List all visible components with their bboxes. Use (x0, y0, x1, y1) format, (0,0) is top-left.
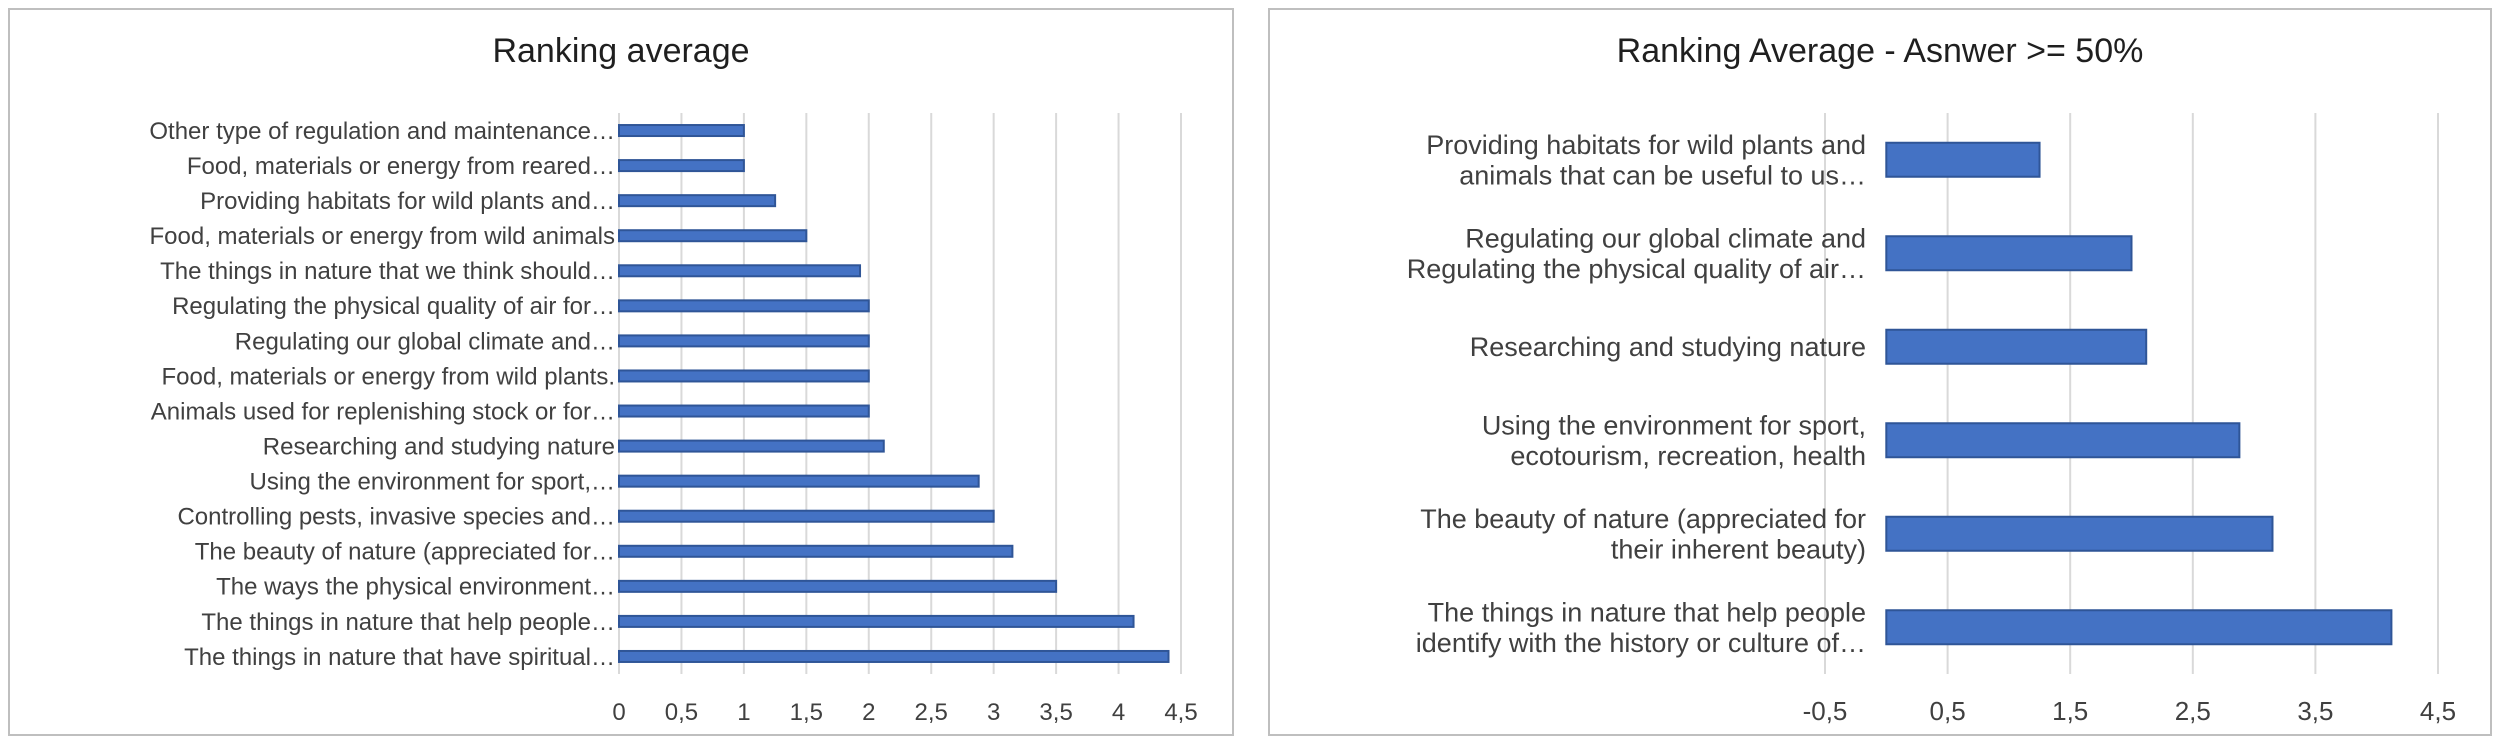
bar (1885, 515, 2274, 552)
x-tick-label: 2,5 (915, 699, 948, 726)
category-label: Animals used for replenishing stock or f… (151, 398, 615, 425)
left-chart-svg: 0 0,5 1 1,5 2 2,5 3 3,5 4 4,5 Other type of regula… (149, 113, 1198, 726)
bar (1885, 609, 2393, 646)
bar (618, 194, 777, 208)
category-label: Using the environment for sport,… (250, 469, 616, 496)
category-label-line: Animals used for replenishing stock or f… (151, 398, 615, 425)
category-label-line: Researching and studying nature (1470, 332, 1866, 362)
category-label: The ways the physical environment… (216, 574, 615, 601)
category-label: Food, materials or energy from reared… (187, 153, 615, 180)
x-tick-label: 4,5 (2420, 696, 2456, 726)
category-label-line: The things in nature that help people… (201, 609, 615, 636)
x-tick-label: 1,5 (790, 699, 823, 726)
x-tick-label: 3,5 (1039, 699, 1072, 726)
category-label: Other type of regulation and maintenance… (149, 118, 615, 145)
bar (618, 264, 862, 278)
category-label: Researching and studying nature (1470, 332, 1866, 362)
x-tick-label: 2,5 (2175, 696, 2211, 726)
category-label: Using the environment for sport, ecotouri… (1482, 411, 1866, 471)
category-label: The beauty of nature (appreciated for… (195, 539, 615, 566)
category-label-line: Regulating our global climate and… (235, 328, 615, 355)
category-label-line: The beauty of nature (appreciated for… (195, 539, 615, 566)
bar (618, 229, 808, 243)
bar (618, 124, 745, 138)
category-label-line: Providing habitats for wild plants and… (200, 188, 615, 215)
category-label: Providing habitats for wild plants and an… (1426, 130, 1866, 190)
category-label: Researching and studying nature (263, 433, 615, 460)
x-tick-label: 4 (1112, 699, 1125, 726)
category-label-line: their inherent beauty) (1611, 534, 1866, 564)
category-label-line: The things in nature that we think shoul… (160, 258, 615, 285)
category-label-line: Regulating the physical quality of air f… (172, 293, 615, 320)
right-chart-title: Ranking Average - Asnwer >= 50% (1616, 32, 2144, 70)
bar (618, 474, 980, 488)
bar (618, 579, 1058, 593)
x-tick-label: 0,5 (1930, 696, 1966, 726)
left-chart-title: Ranking average (492, 32, 750, 70)
category-label: Regulating the physical quality of air f… (172, 293, 615, 320)
category-label-line: The ways the physical environment… (216, 574, 615, 601)
bar (1885, 141, 2041, 178)
x-tick-label: -0,5 (1803, 696, 1848, 726)
x-tick-label: 3,5 (2297, 696, 2333, 726)
category-label: The things in nature that have spiritual… (184, 644, 615, 671)
bar (1885, 422, 2241, 459)
bar (618, 299, 870, 313)
category-label-line: The things in nature that have spiritual… (184, 644, 615, 671)
category-label-line: Food, materials or energy from reared… (187, 153, 615, 180)
x-tick-label: 0,5 (665, 699, 698, 726)
bar (618, 649, 1170, 663)
x-tick-label: 3 (987, 699, 1000, 726)
bar (618, 614, 1135, 628)
bar (618, 334, 870, 348)
category-label-line: Controlling pests, invasive species and… (177, 504, 615, 531)
bar (618, 404, 870, 418)
right-chart-panel: Ranking Average - Asnwer >= 50% -0,5 0,5 1… (1268, 8, 2492, 736)
category-label: Food, materials or energy from wild anim… (149, 223, 615, 250)
bar (1885, 328, 2148, 365)
bar (618, 544, 1014, 558)
category-label: Food, materials or energy from wild plan… (161, 363, 615, 390)
category-label: The things in nature that we think shoul… (160, 258, 615, 285)
bar (618, 439, 885, 453)
category-label-line: Using the environment for sport,… (250, 469, 616, 496)
category-label-line: The things in nature that help people (1428, 598, 1866, 628)
category-label: Providing habitats for wild plants and… (200, 188, 615, 215)
category-label-line: Using the environment for sport, (1482, 411, 1866, 441)
x-tick-label: 2 (862, 699, 875, 726)
category-label-line: identify with the history or culture of… (1416, 628, 1866, 658)
category-label-line: animals that can be useful to us… (1459, 160, 1866, 190)
category-label-line: Other type of regulation and maintenance… (149, 118, 615, 145)
bar (618, 509, 995, 523)
category-label-line: Food, materials or energy from wild plan… (161, 363, 615, 390)
right-chart-svg: -0,5 0,5 1,5 2,5 3,5 4,5 Providing habitats fo… (1407, 113, 2456, 726)
bar (1885, 235, 2133, 272)
category-label: The things in nature that help people… (201, 609, 615, 636)
category-label-line: Providing habitats for wild plants and (1426, 130, 1866, 160)
x-tick-label: 0 (612, 699, 625, 726)
category-label-line: Regulating our global climate and (1465, 224, 1866, 254)
category-label: The beauty of nature (appreciated for the… (1420, 504, 1866, 564)
bar (618, 369, 870, 383)
category-label: Regulating our global climate and Regulat… (1407, 224, 1866, 284)
bar (618, 159, 745, 173)
x-tick-label: 1 (737, 699, 750, 726)
category-label-line: ecotourism, recreation, health (1510, 441, 1866, 471)
category-label: The things in nature that help people ide… (1416, 598, 1866, 658)
category-label-line: Researching and studying nature (263, 433, 615, 460)
category-label-line: Food, materials or energy from wild anim… (149, 223, 615, 250)
category-label: Regulating our global climate and… (235, 328, 615, 355)
x-tick-label: 4,5 (1164, 699, 1197, 726)
category-label: Controlling pests, invasive species and… (177, 504, 615, 531)
category-label-line: The beauty of nature (appreciated for (1420, 504, 1866, 534)
category-label-line: Regulating the physical quality of air… (1407, 254, 1866, 284)
x-tick-label: 1,5 (2052, 696, 2088, 726)
left-chart-panel: Ranking average 0 0,5 1 1,5 2 2,5 3 3,5 4 4,5 Othe… (8, 8, 1234, 736)
